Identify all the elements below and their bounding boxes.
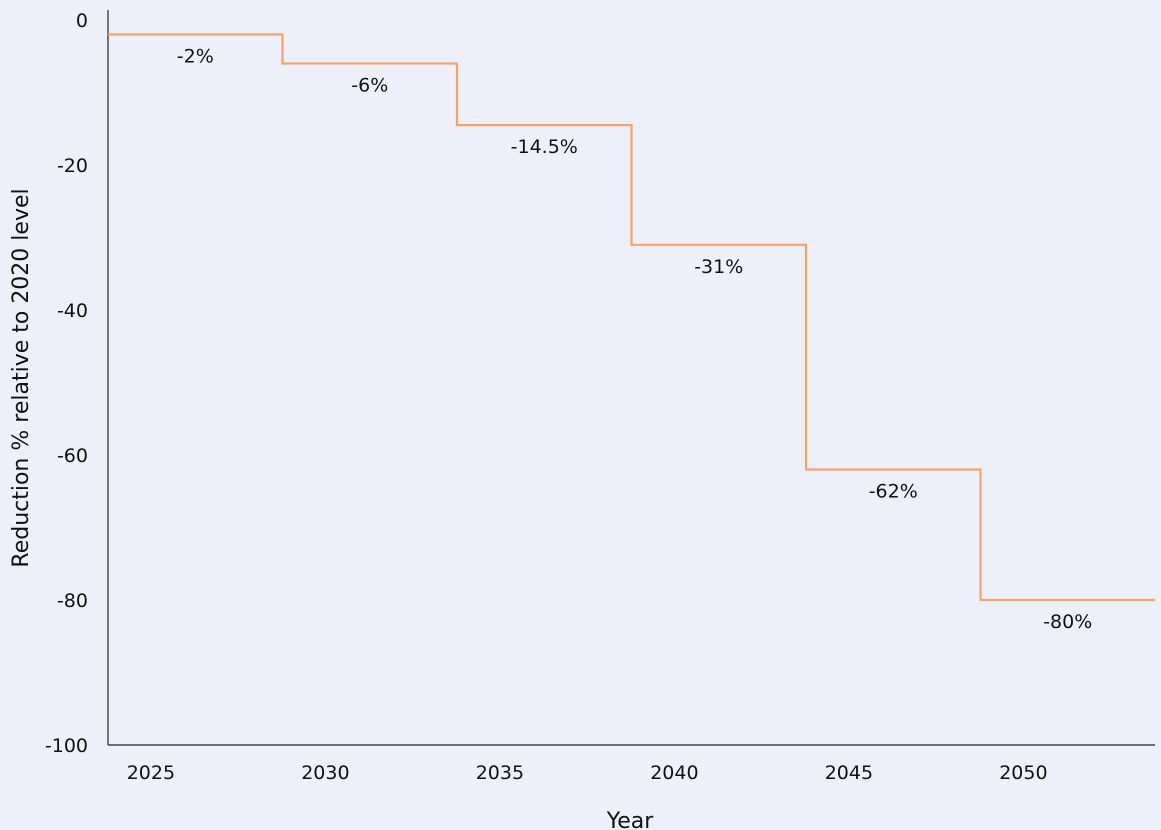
y-tick-label: -60: [57, 445, 88, 467]
data-label: -2%: [177, 46, 214, 68]
y-axis: 0 -20 -40 -60 -80 -100: [45, 10, 109, 757]
y-tick-label: -80: [57, 590, 88, 612]
x-tick-label: 2035: [476, 762, 524, 784]
x-tick-label: 2030: [301, 762, 349, 784]
data-label: -6%: [351, 75, 388, 97]
x-tick-label: 2025: [127, 762, 175, 784]
y-axis-title: Reduction % relative to 2020 level: [9, 188, 34, 567]
series-step-line: [108, 33, 1155, 602]
data-label: -62%: [869, 481, 918, 503]
y-tick-label: -100: [45, 735, 88, 757]
x-tick-label: 2045: [825, 762, 873, 784]
x-tick-label: 2040: [650, 762, 698, 784]
series-line-group: [108, 33, 1155, 602]
data-labels: -2% -6% -14.5% -31% -62% -80%: [177, 46, 1093, 634]
x-tick-label: 2050: [999, 762, 1047, 784]
y-tick-label: -20: [57, 155, 88, 177]
data-label: -14.5%: [511, 136, 578, 158]
data-label: -31%: [694, 256, 743, 278]
x-axis: 2025 2030 2035 2040 2045 2050: [108, 744, 1155, 784]
y-tick-label: 0: [76, 10, 88, 32]
y-tick-label: -40: [57, 300, 88, 322]
x-axis-title: Year: [606, 809, 655, 830]
data-label: -80%: [1043, 611, 1092, 633]
